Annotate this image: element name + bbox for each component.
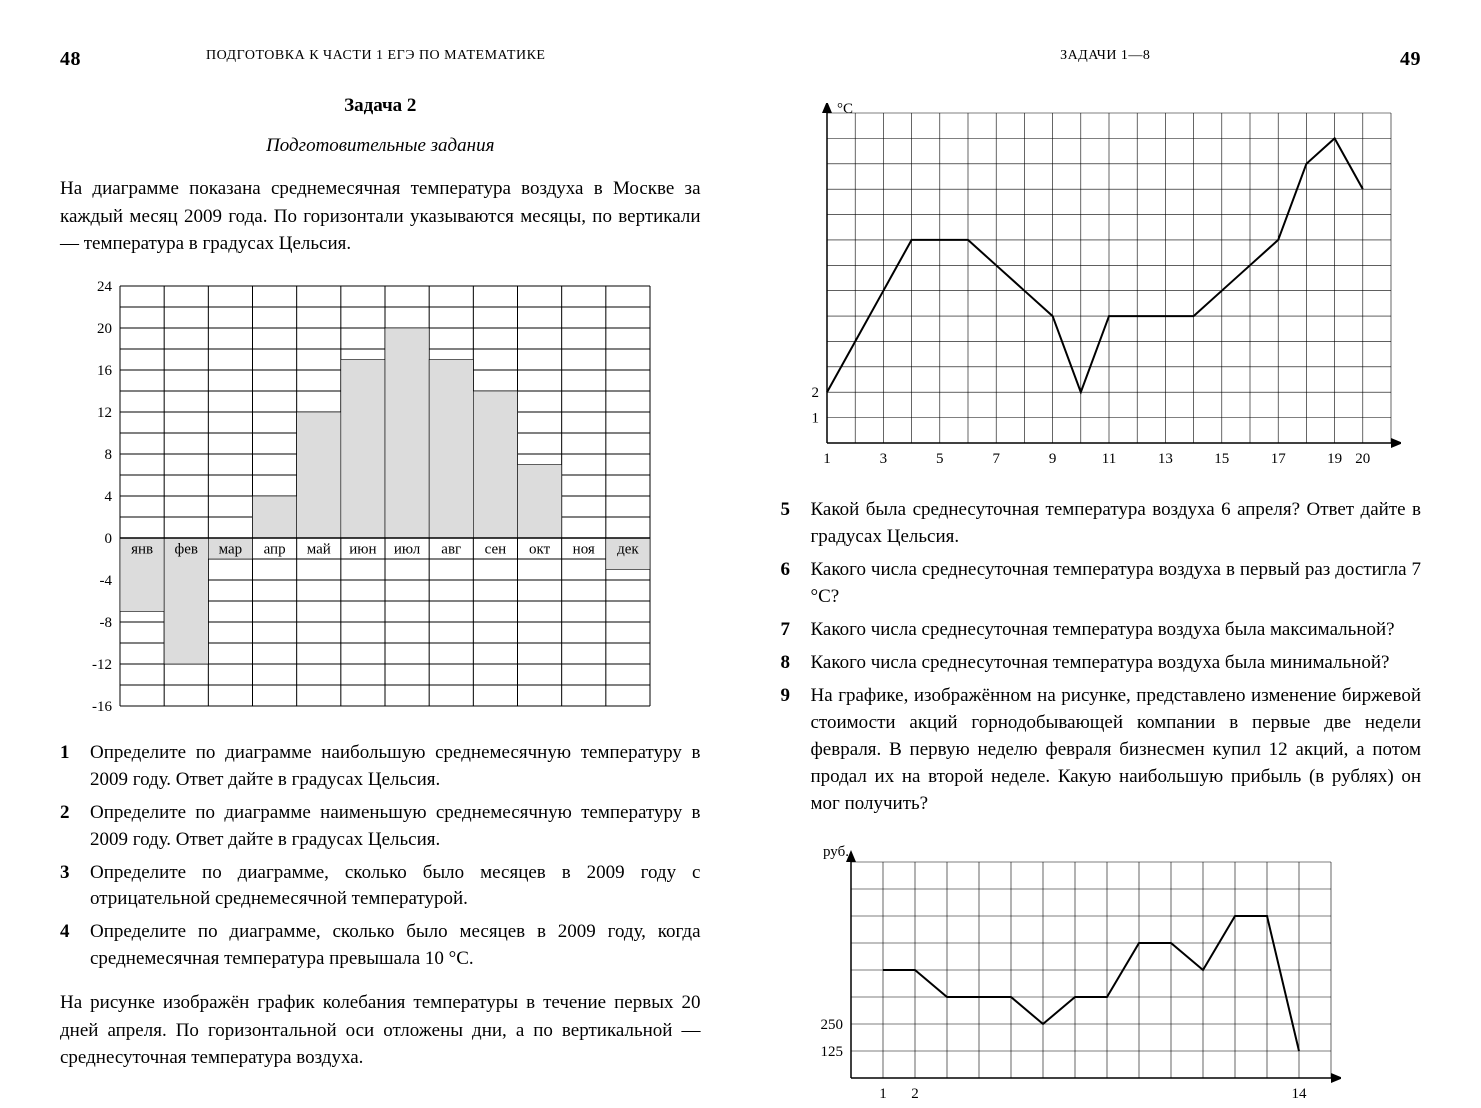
svg-text:0: 0 [105,531,113,547]
question-number: 1 [60,740,78,794]
question-number: 6 [781,557,799,611]
questions-right: 5Какой была среднесуточная температура в… [781,497,1422,824]
svg-text:1: 1 [823,451,831,467]
running-header: ПОДГОТОВКА К ЧАСТИ 1 ЕГЭ ПО МАТЕМАТИКЕ [206,48,545,71]
svg-text:2: 2 [811,385,819,401]
svg-text:1: 1 [879,1086,887,1102]
question-number: 9 [781,683,799,818]
question-number: 5 [781,497,799,551]
svg-text:24: 24 [97,279,113,295]
svg-text:-8: -8 [100,615,113,631]
svg-text:14: 14 [1291,1086,1307,1102]
svg-text:4: 4 [105,489,113,505]
line-chart-svg: °С1213579111315171920 [781,103,1401,473]
svg-text:5: 5 [936,451,944,467]
svg-text:°С: °С [837,103,853,117]
svg-text:1: 1 [811,411,819,427]
question-number: 8 [781,650,799,677]
question-number: 4 [60,919,78,973]
svg-text:9: 9 [1048,451,1056,467]
question-text: Какого числа среднесуточная температура … [811,557,1422,611]
svg-text:20: 20 [1355,451,1370,467]
svg-text:8: 8 [105,447,113,463]
svg-text:20: 20 [97,321,112,337]
page-left: 48 ПОДГОТОВКА К ЧАСТИ 1 ЕГЭ ПО МАТЕМАТИК… [60,48,701,1054]
question-item: 6Какого числа среднесуточная температура… [781,557,1422,611]
svg-text:янв: янв [131,541,153,557]
svg-text:11: 11 [1101,451,1115,467]
line-chart-temperature: °С1213579111315171920 [781,103,1422,473]
task-title: Задача 2 [60,95,701,117]
svg-text:мар: мар [219,541,243,557]
question-item: 9На графике, изображённом на рисунке, пр… [781,683,1422,818]
question-item: 7 Какого числа среднесуточная температура… [781,617,1422,644]
question-item: 1Определите по диаграмме наибольшую сред… [60,740,701,794]
question-text: Определите по диаграмме, сколько было ме… [90,919,701,973]
question-text: Какого числа среднесуточная температура … [811,650,1422,677]
question-number: 7 [781,617,799,644]
page-header-right: ЗАДАЧИ 1—8 49 [781,48,1422,71]
svg-text:июл: июл [394,541,421,557]
question-item: 3Определите по диаграмме, сколько было м… [60,860,701,914]
line-chart-stock: руб. 125 250 1 2 14 [781,838,1422,1108]
svg-text:дек: дек [617,541,639,557]
svg-text:-4: -4 [100,573,113,589]
svg-text:сен: сен [485,541,507,557]
bar-chart: -16 -12 -8 -4 0 4 8 12 16 20 24 янв фев мар апр май июн и… [60,276,701,716]
question-text: Какого числа среднесуточная температура … [811,617,1422,644]
page-number: 48 [60,48,81,71]
svg-text:ноя: ноя [573,541,595,557]
svg-text:-16: -16 [92,699,112,715]
svg-text:окт: окт [529,541,551,557]
svg-text:руб.: руб. [823,844,849,860]
question-item: 2Определите по диаграмме наименьшую сред… [60,800,701,854]
svg-text:19: 19 [1327,451,1342,467]
svg-text:16: 16 [97,363,113,379]
svg-text:125: 125 [820,1044,843,1060]
svg-text:7: 7 [992,451,1000,467]
svg-text:фев: фев [175,541,198,557]
svg-text:-12: -12 [92,657,112,673]
bar-chart-svg: -16 -12 -8 -4 0 4 8 12 16 20 24 янв фев мар апр май июн и… [60,276,660,716]
svg-text:250: 250 [820,1017,843,1033]
question-number: 3 [60,860,78,914]
page-number: 49 [1400,48,1421,71]
question-text: Какой была среднесуточная температура во… [811,497,1422,551]
svg-text:июн: июн [349,541,376,557]
svg-text:13: 13 [1157,451,1172,467]
question-text: Определите по диаграмме наибольшую средн… [90,740,701,794]
svg-text:12: 12 [97,405,112,421]
question-text: Определите по диаграмме наименьшую средн… [90,800,701,854]
question-item: 4Определите по диаграмме, сколько было м… [60,919,701,973]
question-text: На графике, изображённом на рисунке, пре… [811,683,1422,818]
page-right: ЗАДАЧИ 1—8 49 °С1213579111315171920 5Как… [781,48,1422,1054]
intro-paragraph: На диаграмме показана среднемесячная тем… [60,175,701,258]
svg-text:апр: апр [264,541,286,557]
question-number: 2 [60,800,78,854]
question-text: Определите по диаграмме, сколько было ме… [90,860,701,914]
subtitle: Подготовительные задания [60,135,701,157]
questions-left: 1Определите по диаграмме наибольшую сред… [60,740,701,980]
svg-text:2: 2 [911,1086,919,1102]
stock-chart-svg: руб. 125 250 1 2 14 [781,838,1341,1108]
footer-paragraph: На рисунке изображён график колебания те… [60,989,701,1072]
svg-text:3: 3 [879,451,887,467]
svg-text:май: май [307,541,331,557]
svg-text:17: 17 [1270,451,1286,467]
page-header-left: 48 ПОДГОТОВКА К ЧАСТИ 1 ЕГЭ ПО МАТЕМАТИК… [60,48,701,71]
question-item: 8 Какого числа среднесуточная температура… [781,650,1422,677]
question-item: 5Какой была среднесуточная температура в… [781,497,1422,551]
svg-text:авг: авг [441,541,461,557]
svg-text:15: 15 [1214,451,1229,467]
running-header: ЗАДАЧИ 1—8 [1060,48,1150,71]
